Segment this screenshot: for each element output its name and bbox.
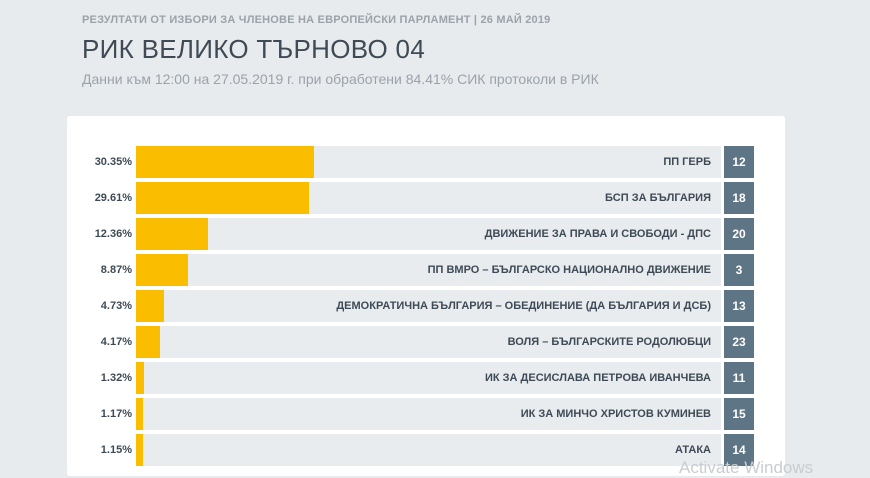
percent-label: 1.17% <box>100 408 132 420</box>
result-row: 1.32% ИК ЗА ДЕСИСЛАВА ПЕТРОВА ИВАНЧЕВА 11 <box>67 362 785 394</box>
percent-label: 8.87% <box>100 264 132 276</box>
party-name: АТАКА <box>674 444 711 456</box>
result-row: 8.87% ПП ВМРО – БЪЛГАРСКО НАЦИОНАЛНО ДВИЖ… <box>67 254 785 286</box>
result-row: 12.36% ДВИЖЕНИЕ ЗА ПРАВА И СВОБОДИ - ДПС 2… <box>67 218 785 250</box>
ballot-number-badge: 15 <box>724 398 754 430</box>
vote-share-bar <box>136 290 164 322</box>
bar-track: ПП ГЕРБ <box>136 146 721 178</box>
ballot-number-badge: 13 <box>724 290 754 322</box>
vote-share-bar <box>136 254 188 286</box>
vote-share-bar <box>136 146 314 178</box>
party-name: ИК ЗА МИНЧО ХРИСТОВ КУМИНЕВ <box>520 408 711 420</box>
percent-label: 4.73% <box>100 300 132 312</box>
page-title: РИК ВЕЛИКО ТЪРНОВО 04 <box>82 34 426 64</box>
ballot-number-badge: 3 <box>724 254 754 286</box>
bar-track: БСП ЗА БЪЛГАРИЯ <box>136 182 721 214</box>
result-row: 4.17% ВОЛЯ – БЪЛГАРСКИТЕ РОДОЛЮБЦИ 23 <box>67 326 785 358</box>
percent-label: 1.32% <box>100 372 132 384</box>
party-name: ДВИЖЕНИЕ ЗА ПРАВА И СВОБОДИ - ДПС <box>484 228 711 240</box>
result-row: 30.35% ПП ГЕРБ 12 <box>67 146 785 178</box>
bar-track: АТАКА <box>136 434 721 466</box>
vote-share-bar <box>136 182 310 214</box>
bar-track: ДЕМОКРАТИЧНА БЪЛГАРИЯ – ОБЕДИНЕНИЕ (ДА Б… <box>136 290 721 322</box>
vote-share-bar <box>136 218 209 250</box>
party-name: ПП ВМРО – БЪЛГАРСКО НАЦИОНАЛНО ДВИЖЕНИЕ <box>427 264 711 276</box>
result-row: 29.61% БСП ЗА БЪЛГАРИЯ 18 <box>67 182 785 214</box>
bar-track: ДВИЖЕНИЕ ЗА ПРАВА И СВОБОДИ - ДПС <box>136 218 721 250</box>
vote-share-bar <box>136 398 143 430</box>
ballot-number-badge: 18 <box>724 182 754 214</box>
ballot-number-badge: 12 <box>724 146 754 178</box>
os-watermark: Activate Windows <box>679 458 814 477</box>
percent-label: 1.15% <box>100 444 132 456</box>
ballot-number-badge: 23 <box>724 326 754 358</box>
percent-label: 4.17% <box>100 336 132 348</box>
party-name: ИК ЗА ДЕСИСЛАВА ПЕТРОВА ИВАНЧЕВА <box>484 372 711 384</box>
ballot-number-badge: 20 <box>724 218 754 250</box>
data-status-subtitle: Данни към 12:00 на 27.05.2019 г. при обр… <box>82 71 599 87</box>
vote-share-bar <box>136 434 143 466</box>
percent-label: 29.61% <box>94 192 132 204</box>
percent-label: 12.36% <box>94 228 132 240</box>
bar-track: ПП ВМРО – БЪЛГАРСКО НАЦИОНАЛНО ДВИЖЕНИЕ <box>136 254 721 286</box>
bar-track: ВОЛЯ – БЪЛГАРСКИТЕ РОДОЛЮБЦИ <box>136 326 721 358</box>
result-row: 1.15% АТАКА 14 <box>67 434 785 466</box>
party-name: ВОЛЯ – БЪЛГАРСКИТЕ РОДОЛЮБЦИ <box>507 336 711 348</box>
party-name: ПП ГЕРБ <box>663 156 711 168</box>
party-name: ДЕМОКРАТИЧНА БЪЛГАРИЯ – ОБЕДИНЕНИЕ (ДА Б… <box>336 300 711 312</box>
bar-track: ИК ЗА ДЕСИСЛАВА ПЕТРОВА ИВАНЧЕВА <box>136 362 721 394</box>
vote-share-bar <box>136 362 144 394</box>
result-row: 4.73% ДЕМОКРАТИЧНА БЪЛГАРИЯ – ОБЕДИНЕНИЕ … <box>67 290 785 322</box>
result-row: 1.17% ИК ЗА МИНЧО ХРИСТОВ КУМИНЕВ 15 <box>67 398 785 430</box>
results-chart-card: 30.35% ПП ГЕРБ 12 29.61% БСП ЗА БЪЛГАРИЯ 18 12… <box>67 116 785 476</box>
election-super-title: РЕЗУЛТАТИ ОТ ИЗБОРИ ЗА ЧЛЕНОВЕ НА ЕВРОПЕ… <box>82 14 551 26</box>
percent-label: 30.35% <box>94 156 132 168</box>
ballot-number-badge: 11 <box>724 362 754 394</box>
ballot-number-badge: 14 <box>724 434 754 466</box>
bar-track: ИК ЗА МИНЧО ХРИСТОВ КУМИНЕВ <box>136 398 721 430</box>
party-name: БСП ЗА БЪЛГАРИЯ <box>605 192 711 204</box>
vote-share-bar <box>136 326 161 358</box>
